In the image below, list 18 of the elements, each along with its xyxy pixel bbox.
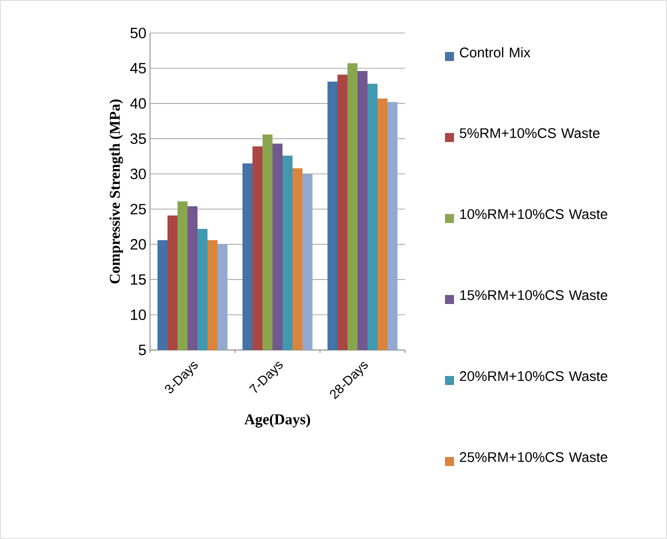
y-tick-label: 30 [130,168,146,180]
y-tick-label: 40 [130,98,146,109]
y-tick-label: 5 [138,344,146,356]
y-axis-title: Compressive Strength (MPa) [109,99,124,284]
legend-label: Control Mix [460,47,530,58]
y-tick-label: 50 [130,28,146,38]
y-tick-label: 10 [131,309,146,320]
legend-label: 5%RM+10%CS Waste [460,128,600,138]
legend-label: 15%RM+10%CS Waste [460,290,608,300]
y-tick-label: 45 [130,63,146,74]
legend-label: 20%RM+10%CS Waste [460,371,608,382]
y-tick-label: 35 [130,133,146,144]
y-tick-label: 20 [130,239,146,250]
x-axis-title: Age(Days) [244,414,310,428]
y-tick-label: 15 [131,274,146,285]
legend-label: 25%RM+10%CS Waste [460,452,608,462]
legend-label: 10%RM+10%CS Waste [460,209,608,220]
y-tick-label: 25 [130,204,146,214]
